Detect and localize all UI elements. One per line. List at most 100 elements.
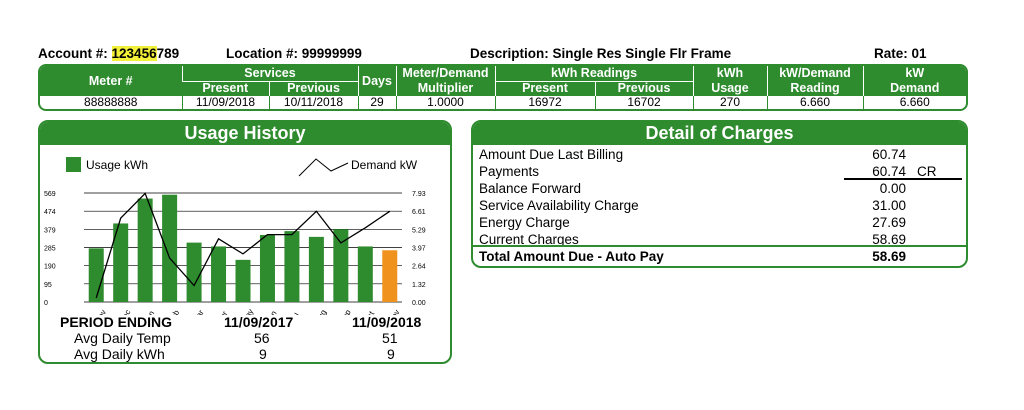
y-right-tick: 0.00 xyxy=(412,300,426,307)
charge-amount: 27.69 xyxy=(872,215,906,230)
usage-bar xyxy=(235,259,251,302)
y-left-tick: 379 xyxy=(44,227,56,234)
charge-amount: 60.74 xyxy=(872,164,906,179)
charge-amount: 60.74 xyxy=(872,147,906,162)
demand-line xyxy=(95,192,391,299)
avg-kwh-curr: 9 xyxy=(387,346,395,362)
y-right-tick: 6.61 xyxy=(412,209,426,216)
total-divider xyxy=(473,245,966,247)
description-label: Description: xyxy=(470,46,549,61)
y-right-tick: 1.32 xyxy=(412,282,426,289)
usage-header: Usage xyxy=(692,81,767,96)
charge-row: Service Availability Charge 31.00 xyxy=(479,197,962,214)
usage-bar xyxy=(88,248,104,302)
meter-value: 88888888 xyxy=(84,95,138,109)
meter-header: Meter # xyxy=(40,66,182,96)
location-label: Location #: xyxy=(226,46,299,61)
y-left-tick: 95 xyxy=(44,282,52,289)
location-value: 99999999 xyxy=(301,46,362,61)
kwh-present-header: Present xyxy=(494,80,595,96)
usage-bar xyxy=(211,246,227,302)
y-left-tick: 474 xyxy=(44,209,56,216)
present-date: 11/09/2018 xyxy=(181,96,269,109)
days-header: Days xyxy=(357,66,396,96)
y-right-tick: 3.97 xyxy=(412,246,426,253)
usage-history-panel: Usage History Usage kWh Demand kW 569 7.93 4… xyxy=(38,120,452,364)
usage-bar xyxy=(357,246,373,302)
charge-label: Payments xyxy=(479,164,540,179)
previous-header: Previous xyxy=(268,80,358,96)
charge-amount: 0.00 xyxy=(879,181,906,196)
usage-bar xyxy=(308,236,324,302)
description-value: Single Res Single Flr Frame xyxy=(552,46,732,61)
account-label: Account #: xyxy=(38,46,108,61)
account-number: Account #: 123456789 xyxy=(38,46,179,61)
x-tick-label: Sep xyxy=(338,308,353,315)
y-right-tick: 2.64 xyxy=(412,264,426,271)
charges-panel: Detail of Charges Amount Due Last Billin… xyxy=(471,120,968,268)
avg-temp-curr: 51 xyxy=(382,330,398,346)
location-number: Location #: 99999999 xyxy=(226,46,362,61)
y-left-tick: 569 xyxy=(44,191,56,198)
legend-demand-line xyxy=(298,158,349,177)
description: Description: Single Res Single Flr Frame xyxy=(470,46,731,61)
x-tick-label: Aug xyxy=(313,308,328,315)
avg-temp-label: Avg Daily Temp xyxy=(74,330,171,346)
charge-row: Energy Charge 27.69 xyxy=(479,214,962,231)
days-value: 29 xyxy=(357,96,396,109)
usage-value: 270 xyxy=(692,96,767,109)
usage-bar xyxy=(284,231,300,302)
period-date-curr: 11/09/2018 xyxy=(352,314,422,330)
rate-value: 01 xyxy=(911,46,927,61)
meter-demand-header: Meter/Demand xyxy=(395,66,495,81)
account-rest: 789 xyxy=(156,46,180,61)
charge-label: Balance Forward xyxy=(479,181,582,196)
previous-date: 10/11/2018 xyxy=(268,96,358,109)
usage-chart: Usage kWh Demand kW 569 7.93 474 6.61 379 5.29 2… xyxy=(40,145,450,325)
meter-table: Meter # Services Days Meter/Demand kWh R… xyxy=(38,64,968,111)
avg-kwh-prev: 9 xyxy=(259,346,267,362)
total-amount: 58.69 xyxy=(872,249,906,264)
legend-demand-label: Demand kW xyxy=(351,158,418,172)
usage-bar xyxy=(137,198,153,302)
y-left-tick: 0 xyxy=(44,300,48,307)
kwh-header: kWh xyxy=(692,66,767,81)
total-row: Total Amount Due - Auto Pay 58.69 xyxy=(479,248,962,265)
kwh-readings-header: kWh Readings xyxy=(494,66,693,81)
legend-usage-swatch xyxy=(66,157,81,172)
y-right-tick: 5.29 xyxy=(412,227,426,234)
account-highlight: 123456 xyxy=(111,46,157,61)
total-label: Total Amount Due - Auto Pay xyxy=(479,249,664,264)
y-left-tick: 285 xyxy=(44,246,56,253)
reading-value: 6.660 xyxy=(766,96,863,109)
rate-label: Rate: xyxy=(874,46,908,61)
x-tick-label: Mar xyxy=(191,308,206,315)
usage-bar xyxy=(162,194,178,302)
charge-label: Energy Charge xyxy=(479,215,570,230)
charge-label: Amount Due Last Billing xyxy=(479,147,624,162)
usage-history-title: Usage History xyxy=(40,122,450,145)
avg-kwh-label: Avg Daily kWh xyxy=(74,346,165,362)
charges-title: Detail of Charges xyxy=(473,122,966,145)
usage-bar xyxy=(259,234,275,302)
kwh-previous-header: Previous xyxy=(594,80,693,96)
charge-suffix: CR xyxy=(917,164,937,179)
usage-chart-svg: Usage kWh Demand kW 569 7.93 474 6.61 379 5.29 2… xyxy=(44,157,426,325)
period-ending-label: PERIOD ENDING xyxy=(60,314,173,330)
kwh-present-value: 16972 xyxy=(494,96,595,109)
reading-header: Reading xyxy=(766,81,863,96)
multiplier-value: 1.0000 xyxy=(395,96,495,109)
usage-bar xyxy=(382,250,398,302)
charge-row: Amount Due Last Billing 60.74 xyxy=(479,146,962,163)
usage-bar xyxy=(333,229,349,302)
demand-value: 6.660 xyxy=(862,96,966,109)
kw-demand-header: kW/Demand xyxy=(766,66,863,81)
rate: Rate: 01 xyxy=(874,46,927,61)
usage-bar xyxy=(113,223,129,302)
multiplier-header: Multiplier xyxy=(395,81,495,96)
charge-row: Current Charges 58.69 xyxy=(479,231,962,248)
demand-header: Demand xyxy=(862,81,966,96)
y-left-tick: 190 xyxy=(44,264,56,271)
y-right-tick: 7.93 xyxy=(412,191,426,198)
usage-bar xyxy=(186,242,202,302)
